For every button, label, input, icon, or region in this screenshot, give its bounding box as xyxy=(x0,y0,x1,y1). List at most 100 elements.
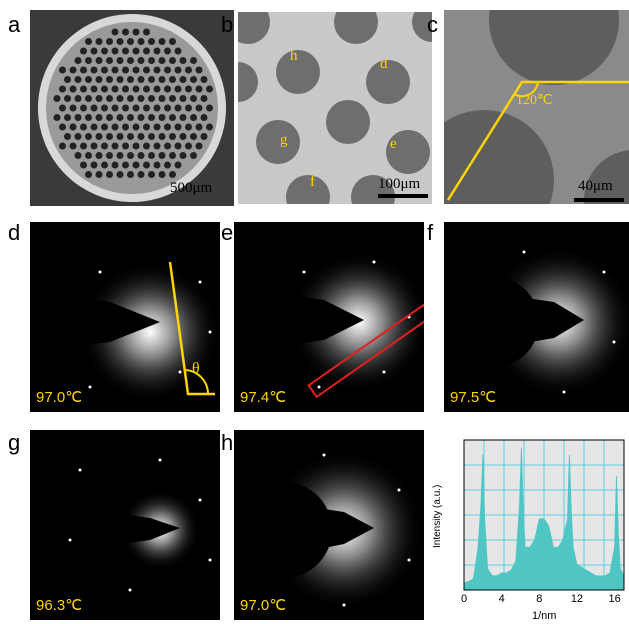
sieve-hole xyxy=(179,57,187,64)
sieve-hole xyxy=(132,123,140,131)
temp-h: 97.0℃ xyxy=(240,597,287,614)
sieve-hole xyxy=(195,142,203,150)
sieve-hole xyxy=(106,76,113,83)
sieve-hole xyxy=(185,123,192,131)
sieve-hole xyxy=(90,104,98,112)
sieve-hole xyxy=(158,171,166,178)
sieve-hole xyxy=(153,66,161,74)
panel-label-e: e xyxy=(221,220,234,245)
sieve-hole xyxy=(143,28,150,36)
b-label-g: g xyxy=(280,132,288,148)
b-label-d: d xyxy=(380,56,388,72)
sieve-hole xyxy=(106,95,113,102)
sieve-hole xyxy=(206,104,213,112)
sieve-hole xyxy=(153,85,161,93)
b-label-e: e xyxy=(390,136,397,152)
sieve-hole xyxy=(122,104,129,112)
sieve-hole xyxy=(101,161,108,169)
sieve-hole xyxy=(164,123,171,131)
panel-f-diffraction: 97.5℃ xyxy=(444,222,629,412)
sieve-hole xyxy=(190,114,197,121)
sieve-hole xyxy=(122,85,129,93)
sieve-hole xyxy=(174,104,182,112)
sieve-hole xyxy=(174,161,182,169)
sieve-hole xyxy=(169,133,176,140)
sieve-hole xyxy=(137,38,145,45)
sieve-hole xyxy=(85,133,92,140)
sieve-hole xyxy=(179,152,187,159)
sieve-hole xyxy=(64,133,71,140)
sieve-hole xyxy=(190,76,197,83)
sieve-hole xyxy=(74,114,82,121)
sieve-hole xyxy=(148,133,155,140)
panel-c-image: 120℃ 40μm xyxy=(444,10,629,204)
sieve-hole xyxy=(148,114,155,121)
sieve-hole xyxy=(90,47,98,55)
sieve-hole xyxy=(200,95,208,102)
sieve-hole xyxy=(174,85,182,93)
sieve-hole xyxy=(153,142,161,150)
intensity-series xyxy=(463,447,625,591)
sieve-hole xyxy=(137,114,145,121)
sieve-hole xyxy=(200,76,208,83)
sieve-hole xyxy=(64,114,71,121)
angle-c-label: 120℃ xyxy=(516,93,553,108)
panel-g-diffraction: 96.3℃ xyxy=(30,430,220,620)
chart-xlabel: 1/nm xyxy=(532,610,557,622)
sieve-hole xyxy=(95,133,103,140)
sieve-hole xyxy=(185,85,192,93)
sieve-hole xyxy=(164,104,171,112)
grain-boundary-graphic xyxy=(444,10,629,204)
sieve-hole xyxy=(95,95,103,102)
sieve-hole xyxy=(148,171,155,178)
sieve-hole xyxy=(111,85,119,93)
panel-label-h: h xyxy=(221,430,234,455)
sieve-hole xyxy=(90,85,98,93)
sieve-hole xyxy=(169,152,176,159)
sieve-hole xyxy=(153,161,161,169)
sieve-hole xyxy=(164,161,171,169)
sieve-hole xyxy=(90,161,98,169)
sieve-hole xyxy=(132,104,140,112)
sieve-hole xyxy=(174,47,182,55)
sieve-hole xyxy=(85,152,92,159)
sieve-hole xyxy=(127,171,134,178)
panel-label-b: b xyxy=(221,12,234,37)
sieve-hole xyxy=(95,57,103,64)
sieve-hole xyxy=(111,28,119,36)
sieve-hole xyxy=(59,123,66,131)
sieve-hole xyxy=(111,104,119,112)
panel-label-d: d xyxy=(8,220,21,245)
sieve-hole xyxy=(85,38,92,45)
x-tick-label: 8 xyxy=(536,593,542,605)
sieve-hole xyxy=(127,57,134,64)
sieve-hole xyxy=(143,47,150,55)
scalebar-a-label: 500μm xyxy=(170,180,213,196)
sieve-hole xyxy=(185,142,192,150)
theta-label: θ xyxy=(192,360,200,377)
sieve-hole xyxy=(206,85,213,93)
sieve-hole xyxy=(80,161,87,169)
sieve-hole xyxy=(206,123,213,131)
sieve-hole xyxy=(158,38,166,45)
sieve-hole xyxy=(143,66,150,74)
sieve-hole xyxy=(90,66,98,74)
sieve-hole xyxy=(164,47,171,55)
sieve-hole xyxy=(101,142,108,150)
sieve-hole xyxy=(127,133,134,140)
sieve-hole xyxy=(69,123,77,131)
sieve-hole xyxy=(200,114,208,121)
sieve-hole xyxy=(132,47,140,55)
sieve-hole xyxy=(85,76,92,83)
sieve-hole xyxy=(116,133,124,140)
sieve-hole xyxy=(80,104,87,112)
sieve-hole xyxy=(143,123,150,131)
sieve-hole xyxy=(179,95,187,102)
panel-label-f: f xyxy=(427,220,434,245)
sieve-hole xyxy=(90,142,98,150)
sieve-hole xyxy=(179,114,187,121)
scalebar-b-label: 100μm xyxy=(378,176,421,192)
sieve-hole xyxy=(101,47,108,55)
sieve-hole xyxy=(190,57,197,64)
sieve-hole xyxy=(122,123,129,131)
